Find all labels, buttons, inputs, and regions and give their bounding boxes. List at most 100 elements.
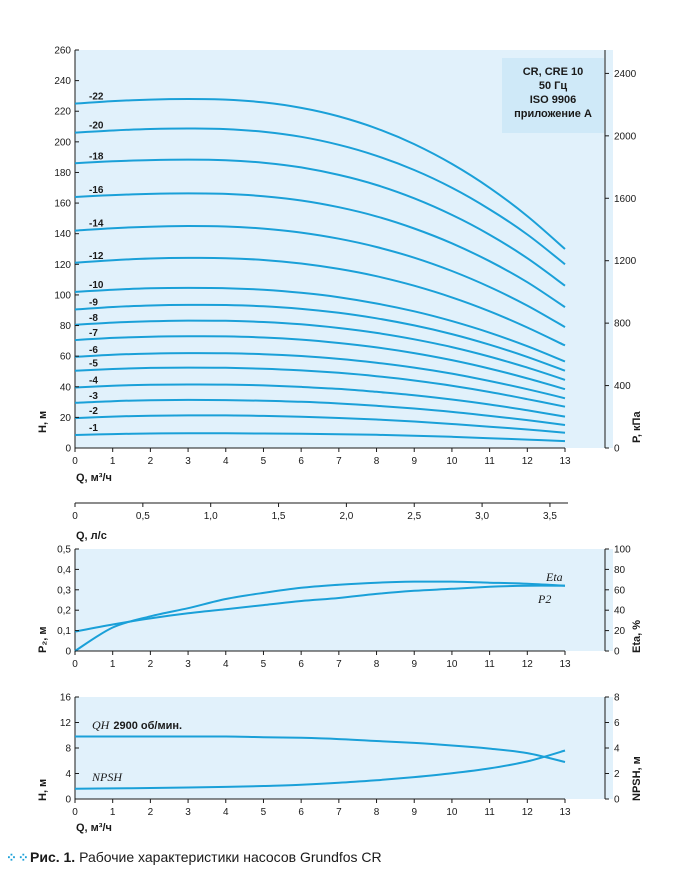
head-curve-label: -20 <box>89 121 104 132</box>
chart4-y2-label: NPSH, м <box>631 756 643 801</box>
y-tick-label: 12 <box>60 718 72 729</box>
head-curve-label: -8 <box>89 313 98 324</box>
y-tick-label: 180 <box>54 168 71 179</box>
head-curve-label: -14 <box>89 219 104 230</box>
head-curve-8 <box>74 319 566 381</box>
figure-caption: ⁘⁘ Рис. 1. Рабочие характеристики насосо… <box>0 846 677 872</box>
x-tick-label: 8 <box>374 659 380 670</box>
x-tick-label: 3 <box>185 659 191 670</box>
x-tick-label: 5 <box>261 659 267 670</box>
y-tick-label: 80 <box>614 565 626 576</box>
x-tick-label: 12 <box>522 807 534 818</box>
chart1-x-ticks: 0 1 2 3 4 5 6 7 8 9 10 11 12 13 <box>72 448 571 467</box>
head-curve-20 <box>74 127 566 266</box>
y-tick-label: 80 <box>60 321 72 332</box>
x-tick-label: 9 <box>411 659 417 670</box>
qh-curve <box>75 735 566 763</box>
head-curve-label: -4 <box>89 376 98 387</box>
x-tick-label: 11 <box>484 456 495 467</box>
x-tick-label: 1,5 <box>272 511 286 522</box>
y-tick-label: 100 <box>614 545 631 556</box>
x-tick-label: 2 <box>148 456 154 467</box>
y-tick-label: 4 <box>65 769 71 780</box>
qh-series-label: QH 2900 об/мин. <box>92 718 182 732</box>
chart3-y2-label: Eta, % <box>631 620 643 653</box>
y-tick-label: 60 <box>614 585 626 596</box>
y-tick-label: 140 <box>54 229 71 240</box>
y-tick-label: 16 <box>60 693 72 704</box>
x-tick-label: 0 <box>72 659 78 670</box>
legend-line-2: 50 Гц <box>539 80 568 92</box>
chart3-y2-ticks: 0 20 40 60 80 100 <box>605 545 631 658</box>
chart4-background <box>75 697 613 799</box>
y-tick-label: 0 <box>614 647 620 658</box>
x-tick-label: 12 <box>522 659 534 670</box>
legend-box-background <box>502 58 604 133</box>
head-curve-label: -5 <box>89 359 98 370</box>
x-tick-label: 1 <box>110 456 116 467</box>
y-tick-label: 4 <box>614 744 620 755</box>
x-tick-label: 5 <box>261 807 267 818</box>
x-tick-label: 8 <box>374 807 380 818</box>
flow-ls-axis: 0 0,5 1,0 1,5 2,0 2,5 3,0 3,5 Q, л/с <box>72 502 568 542</box>
x-tick-label: 5 <box>261 456 267 467</box>
x-tick-label: 6 <box>298 659 304 670</box>
head-curve-label: -3 <box>89 391 98 402</box>
legend-line-1: CR, CRE 10 <box>523 66 584 78</box>
x-tick-label: 3,5 <box>543 511 557 522</box>
chart1-y2-ticks: 0 400 800 1200 1600 2000 2400 <box>605 69 637 455</box>
x-tick-label: 1,0 <box>204 511 218 522</box>
x-tick-label: 11 <box>484 659 495 670</box>
chart3-y-ticks: 0 0,1 0,2 0,3 0,4 0,5 <box>57 545 79 658</box>
head-curve-4 <box>74 383 566 418</box>
y-tick-label: 0,3 <box>57 585 71 596</box>
ls-axis-ticks: 0 0,5 1,0 1,5 2,0 2,5 3,0 3,5 <box>72 503 557 522</box>
x-tick-label: 9 <box>411 807 417 818</box>
p2-curve <box>74 584 566 633</box>
chart4-curves <box>74 697 606 800</box>
eta-series-label: Eta <box>545 570 563 584</box>
head-curve-label: -12 <box>89 251 104 262</box>
x-tick-label: 3 <box>185 807 191 818</box>
x-tick-label: 9 <box>411 456 417 467</box>
x-tick-label: 2 <box>148 807 154 818</box>
x-tick-label: 1 <box>110 807 116 818</box>
y2-tick-label: 2400 <box>614 69 637 80</box>
x-tick-label: 6 <box>298 807 304 818</box>
y-tick-label: 20 <box>60 413 72 424</box>
head-curve-18 <box>74 158 566 287</box>
chart1-y-label: H, м <box>37 411 49 433</box>
x-tick-label: 6 <box>298 456 304 467</box>
x-tick-label: 0 <box>72 511 78 522</box>
x-tick-label: 4 <box>223 807 229 818</box>
head-curve-22 <box>74 97 566 250</box>
p2-series-label: P2 <box>537 592 551 606</box>
x-tick-label: 10 <box>446 456 458 467</box>
head-curve-label: -2 <box>89 406 98 417</box>
y2-tick-label: 400 <box>614 381 631 392</box>
chart1-y-ticks: 0 20 40 60 80 100 120 140 160 180 200 220 240 260 <box>54 46 79 455</box>
x-tick-label: 4 <box>223 456 229 467</box>
y-tick-label: 120 <box>54 260 71 271</box>
y-tick-label: 260 <box>54 46 71 57</box>
caption-prefix: Рис. 1. <box>30 849 76 865</box>
chart4-y2-ticks: 0 2 4 6 8 <box>605 693 620 806</box>
x-tick-label: 10 <box>446 807 458 818</box>
head-curve-6 <box>74 352 566 400</box>
head-curve-1 <box>74 432 566 443</box>
head-curve-label: -10 <box>89 280 104 291</box>
head-curve-14 <box>74 224 566 328</box>
head-curve-label: -18 <box>89 151 104 162</box>
y-tick-label: 6 <box>614 718 620 729</box>
chart1-legend-box: CR, CRE 10 50 Гц ISO 9906 приложение A <box>502 58 604 133</box>
head-curve-16 <box>74 192 566 309</box>
chart4-x-label: Q, м³/ч <box>76 822 112 834</box>
x-tick-label: 11 <box>484 807 495 818</box>
y-tick-label: 20 <box>614 626 626 637</box>
x-tick-label: 2,5 <box>407 511 421 522</box>
ls-axis-label: Q, л/с <box>76 530 107 542</box>
y-tick-label: 220 <box>54 107 71 118</box>
caption-body: Рабочие характеристики насосов Grundfos … <box>75 849 382 865</box>
power-efficiency-chart: 0 1 2 3 4 5 6 7 8 9 10 11 12 13 00,10,20,30,40,5 0204… <box>37 545 643 671</box>
